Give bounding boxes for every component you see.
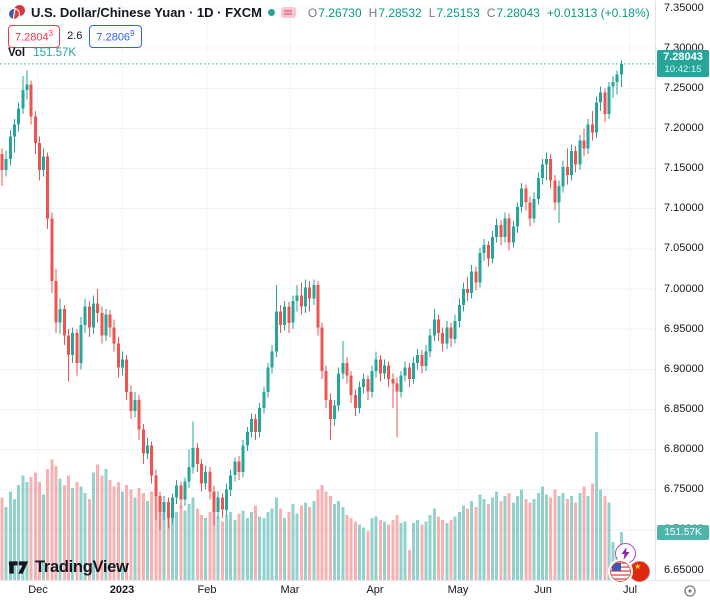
price-axis-label: 6.95000	[664, 322, 704, 335]
price-axis-label: 6.75000	[664, 483, 704, 496]
chart-canvas[interactable]	[0, 0, 655, 580]
symbol-flag-icon[interactable]	[8, 5, 25, 20]
tradingview-logo-mark	[8, 561, 29, 574]
candles-layer	[0, 59, 623, 530]
delayed-data-icon	[280, 7, 296, 18]
lightning-icon	[621, 547, 630, 560]
chart-legend: U.S. Dollar/Chinese Yuan · 1D · FXCM O 7.…	[8, 5, 650, 20]
china-flag-icon: ★	[627, 559, 652, 584]
time-axis-label: Mar	[280, 584, 300, 596]
price-axis-label: 6.90000	[664, 362, 704, 375]
ask-button[interactable]: 7.28069	[89, 25, 142, 48]
high-value: 7.28532	[378, 5, 422, 20]
price-axis-label: 7.20000	[664, 121, 704, 134]
ohlc-values: O 7.26730 H 7.28532 L 7.25153 C 7.28043 +0.0…	[308, 6, 650, 20]
low-value: 7.25153	[436, 5, 480, 20]
time-axis[interactable]: Dec 2023 Feb Mar Apr May Jun Jul	[0, 580, 710, 600]
us-flag-icon	[608, 559, 633, 584]
tradingview-logo-text: TradingView	[35, 558, 129, 576]
price-axis-label: 7.10000	[664, 202, 704, 215]
bar-countdown: 10:42:15	[664, 64, 702, 76]
high-label: H	[368, 5, 378, 20]
time-axis-label: Feb	[197, 584, 217, 596]
market-status-dot-icon	[267, 9, 275, 16]
time-axis-label: Dec	[28, 584, 48, 596]
volume-label: Vol	[8, 47, 26, 59]
time-axis-label: 2023	[109, 584, 135, 596]
axis-settings-icon[interactable]	[683, 584, 697, 598]
time-axis-label: Jun	[534, 584, 552, 596]
close-label: C	[486, 5, 496, 20]
bid-ask-row: 7.28043 2.6 7.28069	[8, 25, 142, 48]
tradingview-logo[interactable]: TradingView	[8, 558, 129, 577]
price-axis-label: 7.15000	[664, 162, 704, 175]
open-label: O	[307, 5, 318, 20]
time-axis-label: May	[447, 584, 469, 596]
volume-badge: 151.57K	[657, 524, 709, 540]
price-axis-label: 7.05000	[664, 242, 704, 255]
low-label: L	[428, 5, 436, 20]
price-axis-label: 6.85000	[664, 402, 704, 415]
volume-legend: Vol 151.57K	[8, 47, 76, 59]
time-axis-label: Apr	[366, 584, 384, 596]
price-axis-label: 6.65000	[664, 563, 704, 576]
bid-button[interactable]: 7.28043	[8, 25, 61, 48]
price-axis-label: 7.35000	[664, 1, 704, 14]
spread-value: 2.6	[67, 30, 83, 43]
price-axis-label: 6.80000	[664, 443, 704, 456]
open-value: 7.26730	[318, 5, 362, 20]
last-price-badge[interactable]: 7.28043 10:42:15	[657, 50, 709, 78]
volume-value: 151.57K	[33, 47, 77, 59]
price-axis-label: 7.25000	[664, 81, 704, 94]
price-axis[interactable]: 6.650006.700006.750006.800006.850006.900…	[655, 0, 710, 580]
price-axis-label: 7.00000	[664, 282, 704, 295]
close-value: 7.28043	[496, 5, 540, 20]
change-value: +0.01313 (+0.18%)	[546, 5, 650, 20]
symbol-title[interactable]: U.S. Dollar/Chinese Yuan · 1D · FXCM	[31, 5, 262, 20]
last-price-value: 7.28043	[663, 51, 703, 64]
time-axis-label: Jul	[622, 584, 638, 596]
volume-layer	[0, 432, 623, 580]
